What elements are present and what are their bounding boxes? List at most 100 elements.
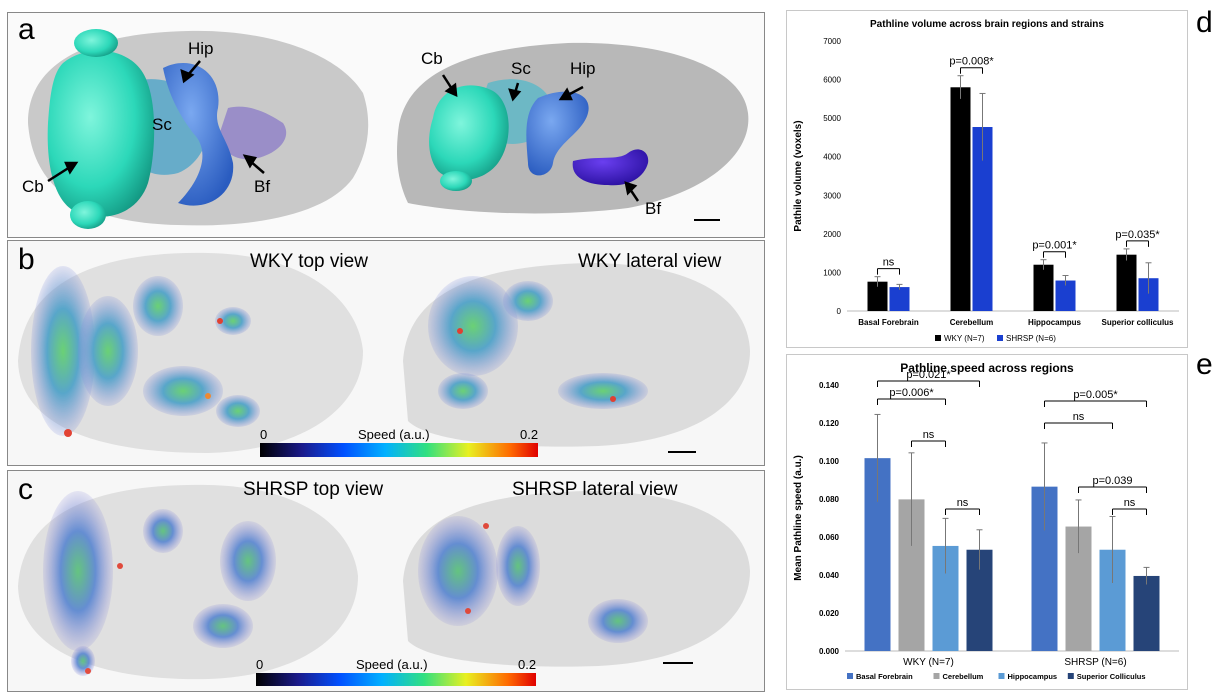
panel-label-a: a: [18, 13, 35, 46]
chart-d-ytick: 4000: [823, 153, 841, 162]
wky-top-speed-blobs: [31, 266, 260, 437]
shrsp-lateral-speed-blobs: [418, 516, 648, 643]
panel-label-e: e: [1196, 348, 1213, 381]
label-bf-top: Bf: [254, 177, 271, 196]
cerebellum-top: [47, 50, 155, 217]
colorbar-c: [256, 673, 536, 686]
label-hip-lateral: Hip: [570, 59, 596, 78]
chart-e-legend-label: Superior Colliculus: [1077, 672, 1146, 681]
chart-d-title: Pathline volume across brain regions and…: [870, 19, 1104, 30]
chart-d-ylabel: Pathile volume (voxels): [793, 120, 804, 231]
cerebellum-lateral: [429, 85, 509, 181]
chart-d-ytick: 3000: [823, 191, 841, 200]
chart-e-bar: [1133, 575, 1160, 651]
basal-forebrain-lateral: [572, 149, 649, 186]
panel-label-d: d: [1196, 6, 1213, 39]
label-sc-top: Sc: [152, 115, 172, 134]
panel-c-illustration: [18, 484, 750, 686]
chart-d-ytick: 0: [837, 307, 842, 316]
wky-lateral-view-title: WKY lateral view: [578, 251, 722, 272]
chart-d-ytick: 2000: [823, 230, 841, 239]
chart-e-annotation-label: ns: [1073, 411, 1085, 423]
cerebellum-flocculus-lateral: [440, 171, 472, 191]
chart-e-legend-swatch: [847, 673, 853, 679]
chart-e-pathline-speed: Pathline speed across regions Mean Pathli…: [793, 361, 1179, 681]
chart-e-annotation-label: p=0.005*: [1073, 389, 1118, 401]
chart-d-legend-label: SHRSP (N=6): [1006, 334, 1056, 343]
chart-e-ylabel: Mean Pathline speed (a.u.): [793, 455, 804, 581]
chart-d-ytick: 7000: [823, 37, 841, 46]
panel-label-c: c: [18, 473, 33, 506]
cerebellum-flocculus-top: [74, 29, 118, 57]
chart-e-ytick: 0.140: [819, 381, 840, 390]
chart-d-ytick: 6000: [823, 76, 841, 85]
chart-d-annotation-label: p=0.035*: [1115, 229, 1160, 241]
chart-d-bar: [867, 281, 888, 311]
chart-d-annotation-label: ns: [883, 257, 895, 269]
chart-d-bar: [1138, 278, 1159, 311]
chart-d-legend-swatch: [935, 335, 941, 341]
chart-e-annotation-label: p=0.021*: [906, 369, 951, 381]
colorbar-b-min: 0: [260, 427, 268, 442]
label-sc-lateral: Sc: [511, 59, 531, 78]
chart-e-legend-label: Hippocampus: [1008, 672, 1058, 681]
panel-a-illustration: [28, 29, 749, 229]
chart-d-xtick: Superior colliculus: [1101, 318, 1174, 327]
panel-b-wky-speed-map: b WKY top view WKY lateral view 0 Speed …: [7, 240, 765, 466]
colorbar-c-max: 0.2: [518, 657, 537, 672]
shrsp-lateral-view-title: SHRSP lateral view: [512, 479, 678, 500]
chart-d-bar: [972, 127, 993, 311]
shrsp-top-speed-blobs: [43, 491, 276, 676]
chart-e-ytick: 0.080: [819, 495, 840, 504]
colorbar-c-min: 0: [256, 657, 264, 672]
chart-e-ytick: 0.040: [819, 571, 840, 580]
colorbar-c-label: Speed (a.u.): [356, 657, 428, 672]
chart-e-container: Pathline speed across regions Mean Pathli…: [786, 354, 1188, 690]
label-bf-lateral: Bf: [645, 199, 662, 218]
chart-e-ytick: 0.120: [819, 419, 840, 428]
chart-d-bar: [1055, 280, 1076, 311]
chart-d-annotation-label: p=0.001*: [1032, 240, 1077, 252]
hippocampus-top: [163, 62, 234, 206]
chart-d-bar: [1033, 264, 1054, 311]
chart-e-xtick: WKY (N=7): [903, 657, 954, 668]
chart-e-ytick: 0.000: [819, 647, 840, 656]
chart-e-annotation-label: ns: [1124, 497, 1136, 509]
chart-e-annotation-label: p=0.039: [1092, 475, 1132, 487]
label-cb-top: Cb: [22, 177, 44, 196]
chart-e-legend-label: Basal Forebrain: [856, 672, 913, 681]
chart-d-legend-swatch: [997, 335, 1003, 341]
colorbar-b: [260, 443, 538, 457]
chart-d-pathline-volume: Pathline volume across brain regions and…: [793, 19, 1179, 343]
colorbar-b-max: 0.2: [520, 427, 539, 442]
chart-e-legend-label: Cerebellum: [943, 672, 984, 681]
chart-d-container: Pathline volume across brain regions and…: [786, 10, 1188, 348]
chart-d-ytick: 5000: [823, 114, 841, 123]
basal-forebrain-top: [218, 106, 287, 160]
chart-d-xtick: Cerebellum: [950, 318, 994, 327]
chart-e-legend-swatch: [933, 673, 940, 679]
label-hip-top: Hip: [188, 39, 214, 58]
chart-e-title: Pathline speed across regions: [900, 361, 1074, 375]
hippocampus-lateral: [526, 91, 589, 176]
chart-d-bar: [1116, 254, 1137, 311]
chart-d-xtick: Hippocampus: [1028, 318, 1081, 327]
chart-d-ytick: 1000: [823, 268, 841, 277]
chart-e-legend-swatch: [998, 673, 1005, 679]
wky-top-view-title: WKY top view: [250, 251, 368, 272]
chart-e-annotation-label: p=0.006*: [889, 387, 934, 399]
cerebellum-flocculus-bottom: [70, 201, 106, 229]
chart-e-legend-swatch: [1067, 673, 1074, 679]
chart-e-annotation-label: ns: [957, 497, 969, 509]
chart-e-ytick: 0.060: [819, 533, 840, 542]
chart-d-xtick: Basal Forebrain: [858, 318, 919, 327]
label-cb-lateral: Cb: [421, 49, 443, 68]
panel-c-shrsp-speed-map: c SHRSP top view SHRSP lateral view 0 Sp…: [7, 470, 765, 692]
panel-label-b: b: [18, 243, 35, 276]
colorbar-b-label: Speed (a.u.): [358, 427, 430, 442]
chart-d-annotation-label: p=0.008*: [949, 56, 994, 68]
chart-e-xtick: SHRSP (N=6): [1064, 657, 1126, 668]
shrsp-top-view-title: SHRSP top view: [243, 479, 384, 500]
panel-a-3d-render: a Hip Sc Cb Bf Cb Sc Hip Bf: [7, 12, 765, 238]
chart-e-ytick: 0.100: [819, 457, 840, 466]
